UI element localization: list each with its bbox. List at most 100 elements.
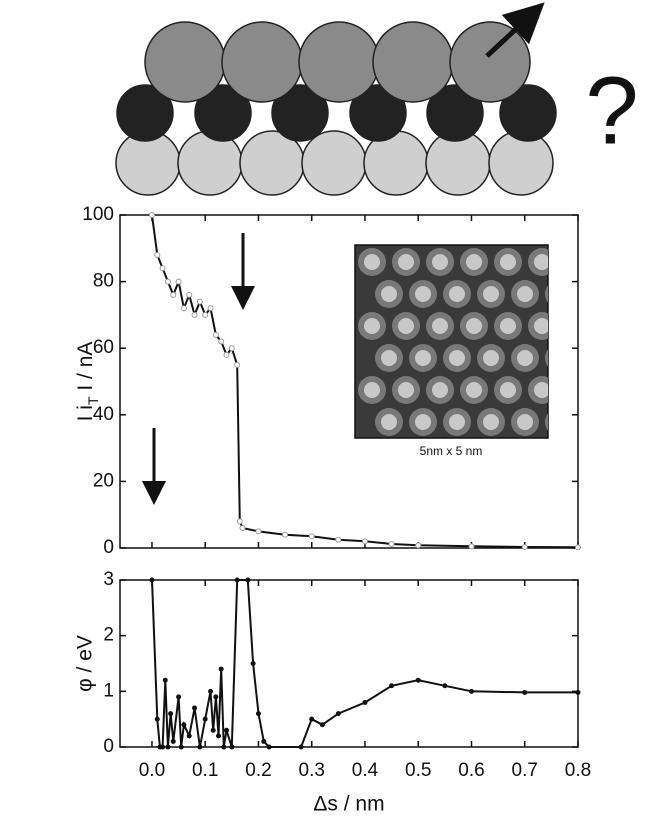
data-point (148, 212, 155, 218)
inset-spot (466, 254, 482, 270)
data-point (212, 331, 219, 338)
y-tick-label: 80 (93, 271, 114, 292)
inset-spot (415, 414, 431, 430)
data-point (361, 538, 368, 545)
y-axis-label: φ / eV (74, 635, 97, 692)
inset-spot (466, 318, 482, 334)
data-point (234, 577, 240, 583)
inset-spot (364, 382, 380, 398)
data-point (186, 733, 192, 739)
inset-spot (483, 286, 499, 302)
data-point (575, 689, 581, 695)
y-tick-label: 40 (93, 404, 114, 425)
y-tick-label: 0 (103, 736, 114, 757)
data-point (255, 528, 262, 535)
data-point (335, 711, 341, 717)
data-point (575, 544, 581, 551)
data-point (218, 666, 224, 672)
data-point (196, 298, 203, 305)
y-axis-label: I iT I / nA (74, 342, 101, 422)
inset-spot (364, 254, 380, 270)
data-point (191, 311, 198, 318)
data-point (170, 738, 176, 744)
inset-spot (517, 414, 533, 430)
data-point (468, 688, 474, 694)
x-tick-label: 0.0 (139, 760, 165, 781)
inset-spot (483, 414, 499, 430)
data-point (266, 744, 272, 750)
data-point (521, 544, 528, 551)
inset-spot (517, 350, 533, 366)
data-point (207, 305, 214, 312)
data-point (192, 705, 198, 711)
data-point (216, 733, 222, 739)
data-point (160, 744, 166, 750)
data-point (335, 536, 342, 543)
y-tick-label: 0 (103, 537, 114, 558)
inset-spot (534, 318, 548, 334)
inset-spot (364, 318, 380, 334)
data-point (223, 351, 230, 358)
inset-image (354, 244, 567, 439)
data-point (154, 251, 161, 258)
data-point (165, 744, 171, 750)
x-tick-label: 0.4 (352, 760, 379, 781)
data-point (186, 291, 193, 298)
inset-spot (449, 286, 465, 302)
y-tick-label: 100 (82, 204, 114, 225)
x-tick-label: 0.5 (405, 760, 431, 781)
atom-diagram (115, 2, 557, 196)
x-tick-label: 0.2 (245, 760, 271, 781)
inset-spot (415, 350, 431, 366)
data-point (208, 688, 214, 694)
inset-spot (500, 318, 516, 334)
inset-spot (381, 286, 397, 302)
y-axis-label-part: I i (74, 405, 97, 421)
inset-spot (432, 254, 448, 270)
data-point (210, 727, 216, 733)
data-point (415, 677, 421, 683)
data-point (468, 543, 475, 550)
inset-spot (432, 318, 448, 334)
data-point (522, 689, 528, 695)
data-point (389, 683, 395, 689)
data-point (388, 541, 395, 548)
data-point (298, 744, 304, 750)
data-point (362, 699, 368, 705)
data-point (255, 711, 261, 717)
inset-spot (545, 285, 548, 303)
data-point (250, 661, 256, 666)
y-tick-label: 60 (93, 337, 114, 358)
x-axis-label: Δs / nm (313, 793, 384, 816)
inset-spot (432, 382, 448, 398)
inset-spot (415, 286, 431, 302)
inset-spot (483, 350, 499, 366)
inset-spot (466, 382, 482, 398)
x-tick-label: 0.6 (458, 760, 484, 781)
data-point (224, 727, 230, 733)
data-point (245, 577, 251, 583)
data-point (308, 533, 315, 540)
plot-frame (119, 579, 579, 748)
data-point (202, 716, 208, 722)
data-point (442, 683, 448, 689)
inset-spot (534, 382, 548, 398)
inset-spot (551, 414, 567, 430)
inset-spot (551, 350, 567, 366)
inset-spot (517, 286, 533, 302)
data-point (202, 311, 209, 318)
data-point (415, 542, 422, 549)
data-point (221, 744, 227, 750)
data-point (197, 744, 203, 750)
data-point (178, 744, 184, 750)
data-point (175, 278, 182, 285)
data-point (149, 577, 155, 583)
data-point (154, 716, 160, 722)
x-tick-label: 0.7 (512, 760, 538, 781)
data-point (176, 694, 182, 700)
y-tick-label: 3 (103, 569, 114, 590)
data-line (151, 579, 578, 748)
data-point (261, 738, 267, 744)
inset-spot (500, 382, 516, 398)
